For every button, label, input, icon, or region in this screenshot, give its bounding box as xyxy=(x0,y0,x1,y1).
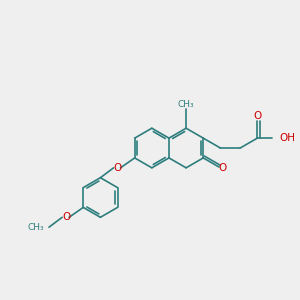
Text: O: O xyxy=(113,163,122,173)
Text: O: O xyxy=(62,212,70,222)
Text: O: O xyxy=(219,163,227,173)
Text: CH₃: CH₃ xyxy=(178,100,194,109)
Text: OH: OH xyxy=(279,133,295,143)
Text: CH₃: CH₃ xyxy=(27,223,44,232)
Text: O: O xyxy=(253,111,262,122)
